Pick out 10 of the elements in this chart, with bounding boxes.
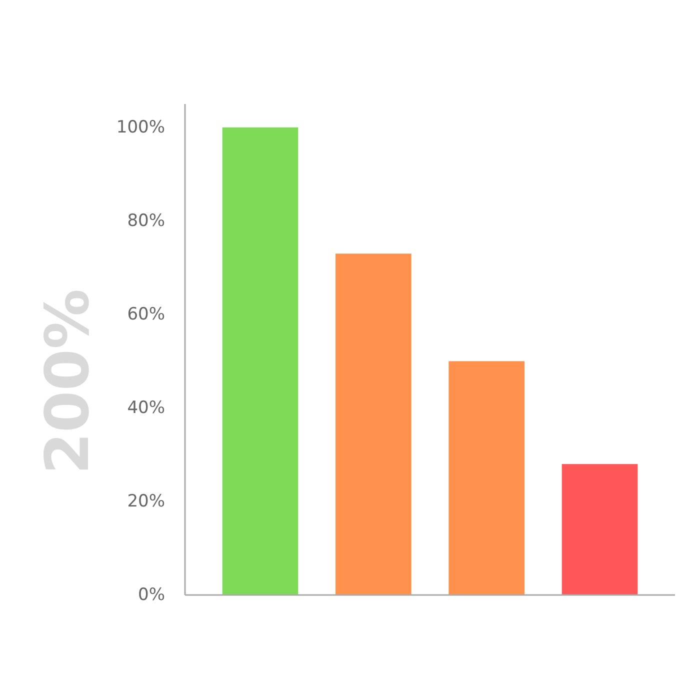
bar	[448, 361, 524, 595]
y-tick-label: 100%	[116, 117, 165, 138]
bar	[336, 254, 412, 595]
y-tick-label: 20%	[127, 491, 165, 512]
bar	[562, 464, 638, 595]
y-tick-label: 40%	[127, 398, 165, 418]
y-tick-label: 60%	[127, 304, 165, 324]
y-tick-label: 0%	[138, 585, 165, 605]
bar	[222, 127, 298, 595]
y-tick-label: 80%	[127, 210, 165, 231]
